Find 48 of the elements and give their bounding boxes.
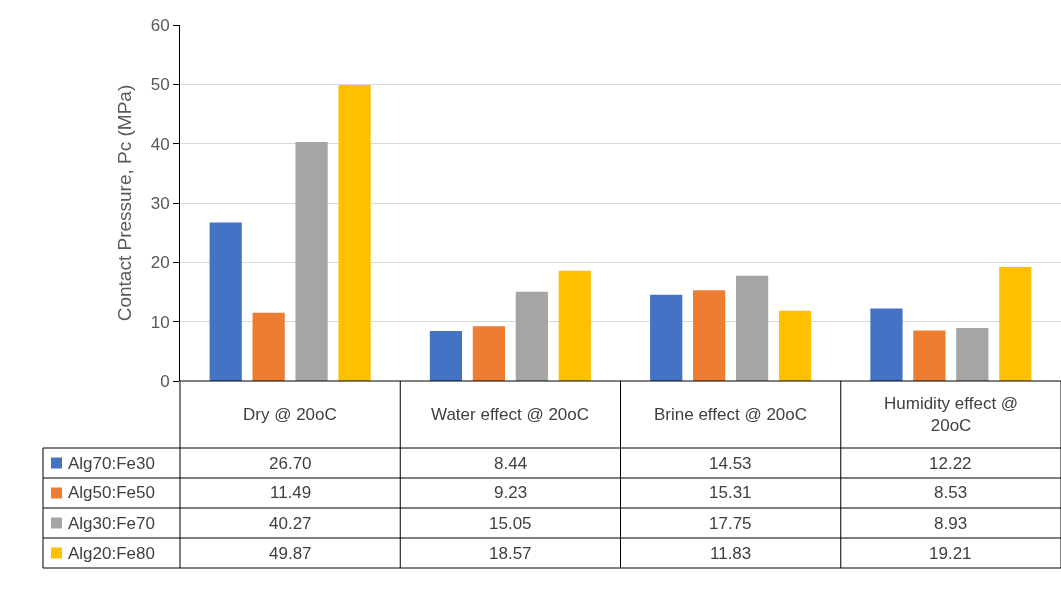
bar: [515, 291, 548, 381]
bar: [252, 312, 285, 381]
legend-label: Alg70:Fe30: [68, 454, 155, 473]
x-tick-label: Brine effect @ 20oC: [654, 405, 808, 424]
y-tick-label: 20: [150, 253, 170, 273]
bar: [956, 328, 989, 381]
y-tick-label: 40: [150, 134, 170, 154]
y-tick-label: 10: [150, 312, 170, 332]
bar: [338, 85, 371, 381]
x-tick-label: Dry @ 20oC: [243, 405, 337, 424]
legend-label: Alg30:Fe70: [68, 514, 155, 533]
legend-label: Alg50:Fe50: [68, 483, 155, 502]
y-axis-title: Contact Pressure, Pc (MPa): [113, 84, 135, 322]
data-label: 14.53: [709, 454, 752, 473]
data-label: 8.93: [934, 514, 968, 533]
y-tick-label: 50: [150, 75, 170, 95]
data-label: 19.21: [929, 544, 972, 563]
data-label: 8.53: [934, 483, 968, 502]
bar: [913, 330, 946, 381]
data-label: 11.83: [710, 544, 752, 563]
bar: [870, 308, 903, 381]
data-label: 9.23: [494, 483, 528, 502]
data-label: 8.44: [494, 454, 528, 473]
legend-label: Alg20:Fe80: [68, 544, 155, 563]
bar: [295, 142, 328, 381]
y-tick-label: 30: [150, 193, 170, 213]
bar: [209, 222, 242, 381]
data-label: 26.70: [269, 454, 312, 473]
bar: [999, 267, 1032, 381]
bar: [429, 330, 463, 381]
bar: [735, 275, 769, 381]
data-label: 12.22: [929, 454, 972, 473]
data-label: 18.57: [489, 544, 532, 563]
bar: [650, 294, 683, 381]
x-tick-label: Water effect @ 20oC: [431, 405, 590, 424]
data-label: 15.05: [489, 514, 532, 533]
x-tick-label: Humidity effect @ 20oC: [884, 394, 1019, 436]
y-tick-label: 60: [150, 15, 170, 35]
y-tick-label: 0: [160, 371, 170, 391]
data-label: 40.27: [269, 514, 312, 533]
bar: [778, 310, 812, 381]
data-label: 15.31: [709, 483, 752, 502]
data-label: 17.75: [709, 514, 752, 533]
bar: [558, 270, 591, 381]
data-label: 49.87: [269, 544, 312, 563]
data-label: 11.49: [270, 483, 312, 502]
bar: [693, 290, 726, 381]
bar: [472, 326, 506, 381]
